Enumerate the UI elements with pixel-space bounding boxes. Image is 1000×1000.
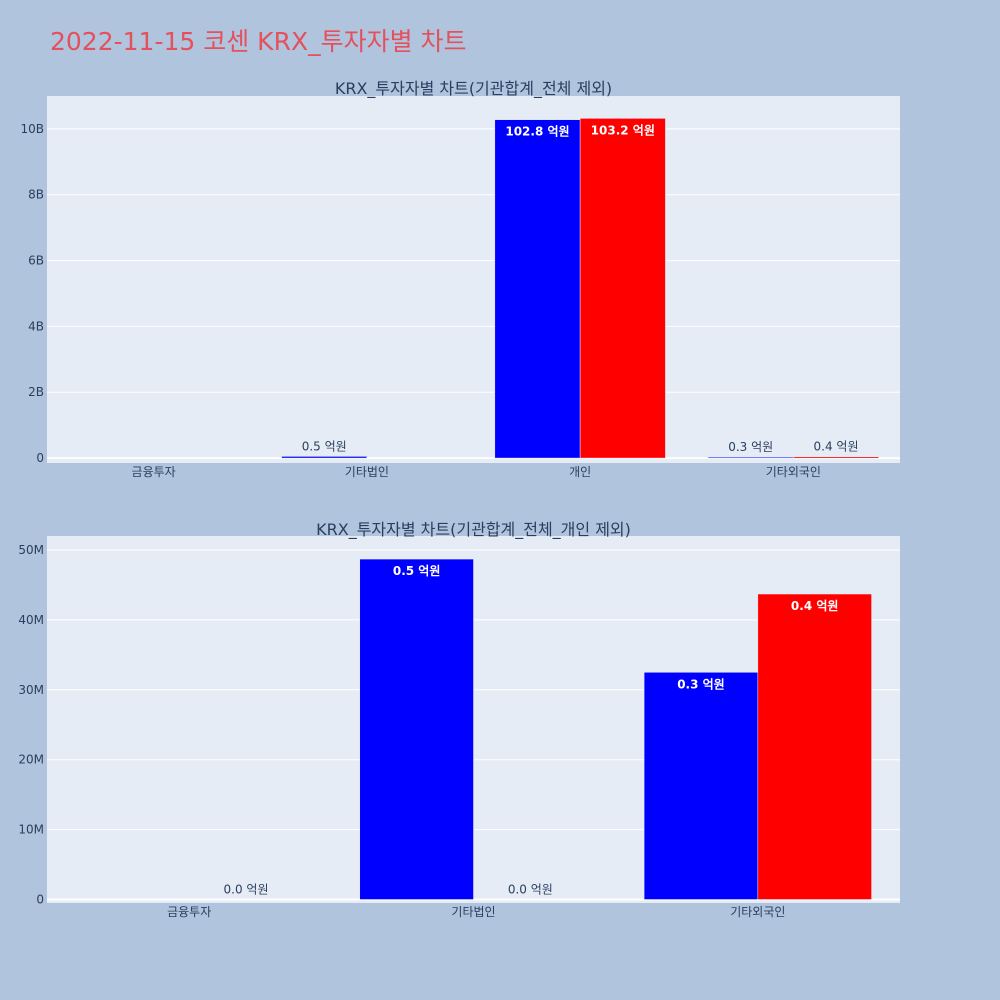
bar [643, 672, 759, 900]
chart-title: KRX_투자자별 차트(기관합계_전체_개인 제외) [316, 520, 631, 540]
y-tick-label: 2B [28, 385, 44, 399]
x-tick-label: 기타법인 [345, 465, 389, 479]
data-label: 102.8 억원 [505, 125, 569, 139]
x-tick-label: 기타법인 [451, 905, 495, 919]
data-label: 0.5 억원 [393, 564, 441, 578]
bar [281, 456, 368, 459]
bar [494, 119, 581, 459]
data-label: 0.0 억원 [224, 883, 269, 897]
bar [757, 593, 872, 900]
bar [793, 456, 879, 459]
y-tick-label: 30M [18, 683, 44, 697]
y-tick-label: 40M [18, 613, 44, 627]
plot-area [47, 96, 900, 463]
x-tick-label: 기타외국인 [766, 465, 821, 479]
y-tick-label: 0 [36, 893, 44, 907]
y-tick-label: 50M [18, 543, 44, 557]
data-label: 0.3 억원 [677, 677, 725, 691]
bar [579, 118, 666, 459]
data-label: 0.4 억원 [791, 599, 839, 613]
bar [359, 558, 474, 900]
data-label: 103.2 억원 [591, 123, 655, 137]
data-label: 0.4 억원 [814, 440, 859, 454]
x-tick-label: 기타외국인 [730, 905, 785, 919]
bar [707, 456, 794, 459]
x-tick-label: 금융투자 [167, 905, 211, 919]
data-label: 0.0 억원 [508, 883, 553, 897]
chart-title: KRX_투자자별 차트(기관합계_전체 제외) [335, 79, 612, 99]
y-tick-label: 6B [28, 254, 44, 268]
y-tick-label: 4B [28, 319, 44, 333]
y-tick-label: 20M [18, 753, 44, 767]
y-tick-label: 10M [18, 823, 44, 837]
chart-panel-1: 0 2B 4B 6B 8B 10B KRX_투자자별 차트(기관합계_전체 제외) 금융투자 기… [20, 79, 900, 479]
y-tick-label: 10B [20, 122, 44, 136]
x-tick-label: 금융투자 [132, 465, 176, 479]
data-label: 0.5 억원 [302, 439, 347, 453]
page-title: 2022-11-15 코센 KRX_투자자별 차트 [50, 27, 467, 56]
data-label: 0.3 억원 [728, 440, 773, 454]
y-tick-label: 8B [28, 188, 44, 202]
y-tick-label: 0 [36, 451, 44, 465]
x-tick-label: 개인 [569, 465, 591, 479]
chart-panel-2: 0 10M 20M 30M 40M 50M KRX_투자자별 차트(기관합계_전체_개인 제… [18, 520, 900, 919]
